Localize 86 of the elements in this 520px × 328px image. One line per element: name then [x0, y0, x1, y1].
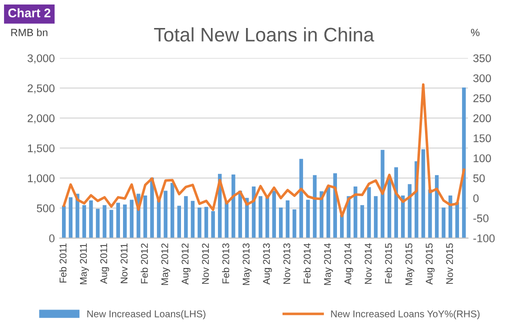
bar [360, 205, 364, 238]
y2-tick-label: 100 [474, 154, 491, 162]
x-tick-label: Nov 2012 [202, 243, 209, 284]
chart-title: Total New Loans in China [154, 27, 374, 42]
bar [286, 200, 290, 238]
y2-tick-label: -50 [473, 214, 488, 222]
bar [401, 196, 405, 238]
bar [245, 198, 249, 238]
bar [272, 190, 276, 238]
bar [96, 208, 100, 238]
bar [421, 149, 426, 238]
x-tick-label: May 2014 [324, 243, 333, 285]
y-tick-label: 500 [36, 204, 55, 212]
x-tick-label: Aug 2013 [263, 243, 272, 285]
x-tick-label: May 2011 [80, 243, 89, 284]
legend-label: New Increased Loans(LHS) [87, 310, 206, 320]
y2-tick-label: 350 [473, 54, 491, 62]
bar [204, 206, 208, 238]
x-tick-label: Aug 2012 [182, 243, 190, 285]
bar [258, 196, 262, 238]
x-tick-label: Feb 2011 [59, 243, 66, 283]
bar [62, 206, 66, 238]
bar [109, 210, 114, 238]
legend-label: New Increased Loans YoY%(RHS) [331, 310, 480, 320]
bar [292, 209, 296, 238]
bar [198, 208, 202, 238]
x-tick-label: Feb 2015 [384, 243, 392, 284]
bar [89, 200, 93, 238]
y-tick-label: 2,000 [28, 114, 55, 124]
x-tick-label: May 2012 [161, 243, 170, 285]
bar [76, 194, 80, 238]
bar [380, 150, 384, 238]
bar [143, 196, 148, 238]
bar [68, 197, 73, 238]
y2-tick-label: -100 [473, 234, 495, 242]
y2-tick-label: 200 [473, 114, 491, 122]
y2-tick-label: 300 [473, 74, 491, 82]
bar [442, 208, 446, 238]
x-tick-label: May 2015 [405, 243, 414, 285]
y-tick-label: 3,000 [28, 54, 55, 64]
bar [184, 196, 188, 238]
bar [190, 200, 195, 238]
bar [320, 191, 324, 238]
bar [354, 186, 358, 238]
y2-tick-label: 150 [474, 134, 491, 142]
y2-tick-label: 0 [473, 194, 479, 202]
x-tick-label: Nov 2013 [283, 243, 290, 284]
bar [164, 190, 168, 238]
bar [367, 187, 371, 238]
y-tick-label: 2,500 [28, 84, 55, 94]
y-tick-label: 0 [49, 234, 55, 242]
bar [130, 200, 134, 238]
y-tick-label: 1,500 [28, 144, 55, 154]
bar [170, 182, 174, 238]
bar [224, 200, 228, 238]
line-series [62, 83, 466, 218]
x-tick-label: Nov 2011 [120, 243, 128, 284]
x-tick-label: Nov 2014 [364, 243, 372, 284]
bar [306, 200, 310, 238]
x-tick-label: Aug 2011 [100, 243, 110, 284]
bar [333, 173, 337, 238]
bar [177, 206, 182, 238]
x-tick-label: Feb 2012 [140, 243, 148, 284]
bar [374, 196, 378, 238]
bar [82, 205, 86, 238]
x-tick-label: Aug 2014 [344, 243, 354, 285]
x-tick-label: Nov 2015 [446, 243, 453, 284]
y-tick-label: 1,000 [28, 174, 55, 184]
bar [116, 202, 120, 238]
y-axis-title: RMB bn [11, 28, 48, 36]
bar [232, 174, 236, 238]
caption: Chart 2 [8, 8, 50, 18]
bar [278, 208, 283, 238]
y2-tick-label: 250 [473, 94, 491, 102]
x-tick-label: Feb 2014 [303, 243, 311, 284]
y2-axis-title: % [470, 28, 480, 36]
x-tick-label: Aug 2015 [426, 243, 435, 285]
bar [462, 87, 466, 238]
bar [123, 204, 127, 238]
y2-tick-label: 50 [473, 174, 485, 182]
x-tick-label: Feb 2013 [222, 243, 230, 284]
bar [102, 205, 106, 238]
bar [211, 211, 215, 238]
bar [428, 190, 432, 238]
bar [150, 178, 154, 238]
x-tick-label: May 2013 [242, 243, 252, 285]
